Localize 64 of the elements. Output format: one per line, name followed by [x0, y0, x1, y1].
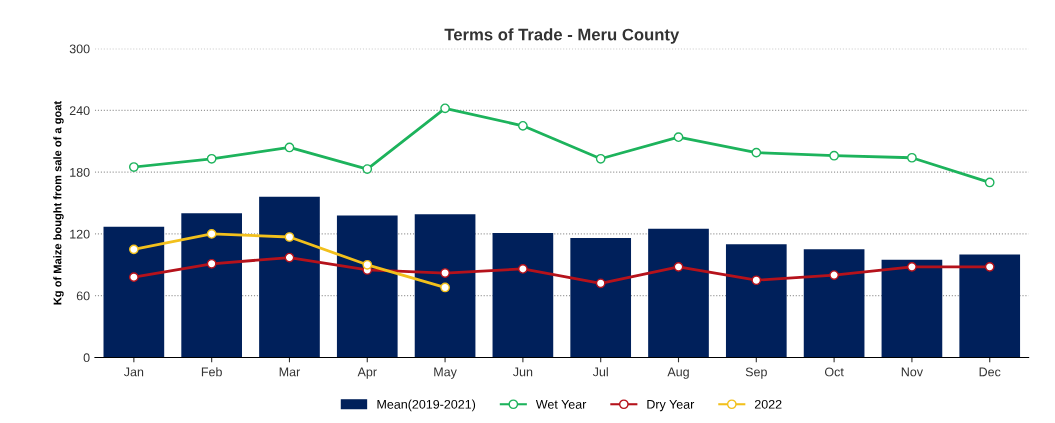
y-tick-label: 180: [70, 167, 90, 177]
x-tick-label: Feb: [201, 367, 222, 377]
point: [518, 120, 528, 131]
x-tick-label: Jun: [513, 367, 533, 377]
point: [128, 244, 139, 255]
x-tick-label: Aug: [667, 367, 689, 379]
point: [595, 153, 606, 164]
point: [206, 258, 217, 269]
x-tick-label: Jul: [592, 367, 608, 377]
bar: [881, 259, 943, 358]
point: [751, 147, 762, 158]
point: [362, 164, 373, 174]
point: [128, 162, 139, 172]
bar: [259, 196, 320, 358]
bar: [336, 215, 398, 358]
legend-label: Wet Year: [535, 400, 587, 409]
point: [362, 259, 373, 270]
x-tick-label: Apr: [357, 367, 377, 379]
point: [673, 132, 684, 143]
point: [284, 252, 295, 263]
x-tick-label: Nov: [901, 367, 923, 377]
x-tick-label: Oct: [824, 367, 844, 377]
point: [829, 270, 839, 280]
point: [206, 229, 217, 239]
point: [751, 275, 762, 286]
y-tick-label: 300: [69, 44, 90, 54]
bar: [959, 254, 1021, 358]
x-tick-label: Sep: [745, 367, 767, 379]
bar: [103, 226, 165, 358]
point: [907, 152, 917, 163]
chart-title: Terms of Trade - Meru County: [444, 28, 680, 44]
y-tick-label: 0: [83, 353, 90, 363]
point: [440, 268, 450, 278]
bar: [725, 244, 787, 358]
bar: [492, 232, 554, 358]
point: [984, 177, 995, 188]
point: [673, 261, 684, 272]
bar: [570, 238, 632, 358]
bar: [414, 214, 476, 358]
bar: [648, 228, 709, 358]
y-tick-label: 120: [70, 229, 90, 239]
x-tick-label: Jan: [123, 367, 144, 377]
point: [128, 272, 139, 283]
y-tick-label: 240: [69, 106, 90, 116]
y-tick-label: 60: [76, 291, 90, 301]
point: [284, 142, 295, 153]
x-tick-label: Dec: [979, 367, 1001, 377]
point: [829, 150, 839, 161]
legend-label: Dry Year: [647, 400, 695, 412]
point: [206, 153, 217, 164]
y-axis-title: Kg of Maize bought from sale of a goat: [53, 101, 64, 305]
point: [984, 261, 995, 272]
legend-label: Mean(2019-2021): [377, 399, 476, 412]
point: [440, 282, 450, 293]
point: [440, 103, 450, 114]
point: [595, 278, 606, 289]
legend-label: 2022: [754, 399, 782, 409]
x-tick-label: May: [434, 367, 457, 379]
point: [284, 232, 295, 242]
x-tick-label: Mar: [279, 367, 301, 377]
point: [907, 261, 917, 272]
bar: [803, 249, 865, 358]
bar: [181, 213, 242, 358]
point: [518, 264, 528, 274]
